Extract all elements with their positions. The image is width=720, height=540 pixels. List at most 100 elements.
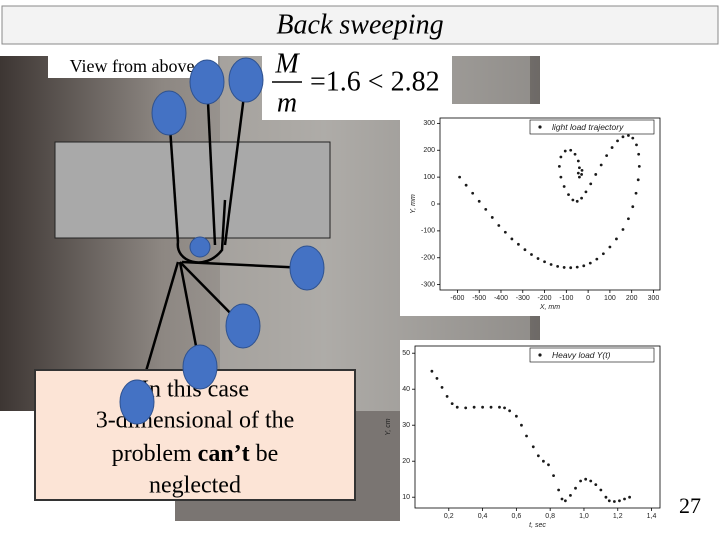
y-tick-label: 100 [423, 174, 435, 181]
plot-frame [414, 345, 661, 509]
data-point [490, 216, 494, 219]
data-point [634, 191, 638, 195]
callout-text: be [250, 441, 279, 467]
page-number: 27 [679, 493, 701, 518]
data-point [584, 477, 588, 481]
data-point [562, 185, 566, 188]
x-tick-label: 300 [648, 295, 660, 302]
formula-numerator: M [274, 48, 300, 79]
data-point [569, 148, 573, 152]
data-point [525, 434, 528, 438]
data-point [464, 406, 468, 410]
data-point [579, 479, 582, 483]
data-point [575, 265, 579, 269]
data-point [557, 164, 561, 168]
data-point [580, 173, 583, 176]
data-point [604, 495, 608, 499]
data-point [530, 253, 533, 256]
data-point [520, 423, 523, 427]
charts: -600 -500 -400 -300 -200 -100 0 100 200 300-300-2… [385, 104, 666, 529]
data-point [594, 483, 598, 486]
formula-rest: =1.6 < 2.82 [310, 66, 440, 97]
data-point [576, 171, 580, 175]
x-axis-label: t, sec [529, 522, 546, 529]
data-point [621, 228, 625, 231]
data-point [445, 395, 449, 398]
data-point [508, 409, 512, 413]
legend-box [529, 119, 655, 135]
data-point [471, 191, 475, 195]
data-point [567, 193, 570, 196]
callout-line: neglected [149, 473, 241, 499]
legend-marker [538, 353, 542, 357]
data-point [503, 406, 506, 410]
data-point [477, 199, 481, 203]
data-point [497, 224, 501, 227]
data-point [636, 178, 640, 182]
data-point [503, 230, 507, 234]
data-point [628, 495, 631, 499]
y-tick-label: -100 [421, 228, 435, 235]
slide-title: Back sweeping [276, 9, 443, 40]
chart-panel [400, 340, 666, 522]
data-point [464, 183, 468, 187]
data-point [517, 242, 520, 246]
x-tick-label: 0,6 [512, 513, 522, 520]
callout-line: problem can’t be [112, 441, 279, 467]
y-tick-label: 10 [402, 494, 410, 501]
y-tick-label: 50 [402, 350, 410, 357]
x-tick-label: -400 [494, 295, 508, 302]
data-point [582, 264, 586, 268]
x-tick-label: -100 [559, 295, 573, 302]
legend-label: light load trajectory [552, 122, 624, 132]
data-point [580, 196, 583, 200]
data-point [580, 169, 584, 172]
data-point [523, 248, 527, 252]
y-tick-label: 0 [431, 201, 435, 208]
data-point [440, 386, 444, 389]
data-point [573, 152, 577, 156]
x-tick-label: 100 [604, 295, 616, 302]
data-point [455, 405, 459, 409]
chart-panel [400, 104, 666, 316]
data-point [458, 175, 462, 179]
legend-box [529, 347, 655, 363]
y-tick-label: -300 [421, 281, 435, 288]
data-point [569, 494, 572, 497]
table-block [54, 141, 331, 239]
data-point [599, 163, 603, 167]
data-point [589, 182, 593, 186]
data-point [574, 486, 577, 490]
data-point [608, 245, 612, 249]
x-tick-label: 1,4 [647, 513, 657, 520]
y-tick-label: 200 [423, 147, 435, 154]
data-point [556, 264, 560, 268]
view-label: View from above [70, 56, 195, 76]
data-point [635, 143, 638, 147]
data-point [563, 149, 567, 153]
data-point [575, 199, 579, 203]
y-tick-label: -200 [421, 255, 435, 262]
callout-bold: can’t [198, 441, 250, 467]
ball-markers [119, 344, 218, 425]
data-point [481, 405, 484, 409]
data-point [510, 237, 514, 241]
data-point [618, 499, 621, 503]
callout-text: problem [112, 441, 198, 467]
x-tick-label: 0,8 [545, 513, 555, 520]
data-point [599, 488, 603, 492]
data-point [576, 159, 580, 163]
data-point [549, 263, 553, 266]
data-point [562, 266, 566, 269]
data-point [543, 260, 546, 264]
data-point [489, 405, 493, 409]
data-point [559, 175, 563, 179]
data-point [631, 136, 635, 140]
y-tick-label: 300 [423, 120, 435, 127]
data-point [589, 479, 593, 483]
legend-label: Heavy load Y(t) [552, 350, 611, 360]
y-axis-label: Y, mm [410, 194, 417, 214]
x-tick-label: 0 [586, 295, 590, 302]
data-point [631, 205, 635, 209]
x-tick-label: -500 [472, 295, 486, 302]
